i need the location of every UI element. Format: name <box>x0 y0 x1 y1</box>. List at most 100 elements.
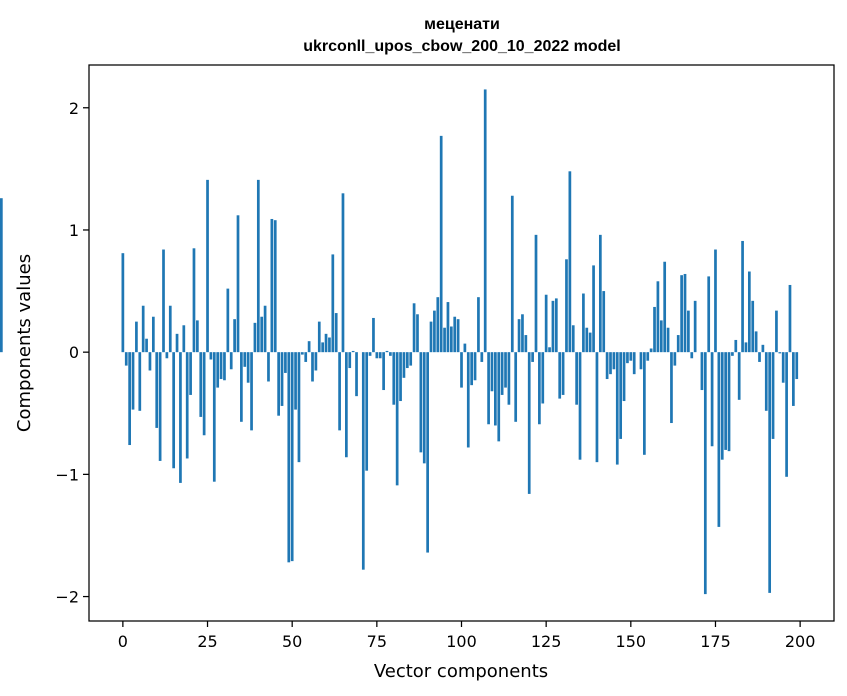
bar-component-72 <box>365 352 369 471</box>
bar-component-169 <box>693 300 697 353</box>
bar-component-14 <box>168 305 172 353</box>
x-tick-label: 200 <box>785 632 816 651</box>
bar-component-0 <box>121 253 125 353</box>
bar-component-175 <box>714 249 717 353</box>
bar-component-100 <box>460 352 463 388</box>
bar-component-47 <box>280 352 284 406</box>
bar-component-119 <box>524 335 528 353</box>
bar-component-97 <box>449 326 453 353</box>
bar-component-50 <box>290 352 294 562</box>
bar-component-60 <box>324 333 328 353</box>
bar-component-8 <box>148 352 152 371</box>
bar-component-5 <box>138 352 142 411</box>
bar-component-83 <box>402 352 406 378</box>
bar-component-10 <box>155 352 159 428</box>
bar-component-33 <box>233 319 236 353</box>
x-tick-label: 150 <box>616 632 647 651</box>
bar-component-62 <box>331 254 335 353</box>
bar-component-54 <box>304 352 308 362</box>
bar-component-105 <box>477 297 480 353</box>
bar-component-34 <box>236 215 240 353</box>
bar-component-168 <box>690 352 694 359</box>
bar-component-160 <box>663 261 667 353</box>
bar-component-42 <box>263 305 267 353</box>
bar-component-73 <box>368 352 372 356</box>
bar-component-125 <box>544 294 548 353</box>
bar-component-55 <box>307 341 311 353</box>
bar-component-192 <box>771 352 775 439</box>
bar-component-63 <box>334 313 338 353</box>
bar-component-57 <box>314 352 318 371</box>
bar-component-79 <box>389 352 392 356</box>
bar-component-92 <box>433 310 436 353</box>
bar-series <box>0 89 799 595</box>
y-tick-label: 0 <box>69 343 79 362</box>
bar-component-184 <box>744 342 748 353</box>
chart-title: меценати <box>424 16 500 33</box>
bar-component-24 <box>202 352 206 436</box>
bar-component-164 <box>676 335 680 353</box>
bar-component-93 <box>436 297 440 353</box>
bar-component-197 <box>788 284 792 353</box>
bar-component-127 <box>551 300 555 353</box>
bar-component-18 <box>182 325 186 353</box>
bar-component-25 <box>206 179 209 353</box>
bar-component-163 <box>673 352 677 366</box>
bar-component-195 <box>781 352 785 383</box>
bar-component-46 <box>277 352 280 416</box>
bar-component-111 <box>497 352 501 442</box>
plot-frame <box>88 64 835 622</box>
bar-component-112 <box>500 352 504 395</box>
bar-component-171 <box>700 352 704 391</box>
bar-component-68 <box>351 350 355 353</box>
bar-component-158 <box>656 281 660 353</box>
bar-component-90 <box>426 352 429 553</box>
y-axis-ticks: −2 −1 0 1 2 <box>55 99 89 607</box>
bar-component-130 <box>561 352 565 395</box>
bar-component-29 <box>219 352 223 380</box>
bar-component-101 <box>463 343 467 353</box>
bar-component-123 <box>538 352 541 425</box>
bar-component-199 <box>795 352 799 380</box>
bar-component-149 <box>626 352 629 364</box>
bar-component-3 <box>131 352 135 410</box>
bar-component-174 <box>710 352 714 447</box>
bar-component-96 <box>446 302 450 353</box>
bar-component-108 <box>487 352 490 425</box>
y-tick-label: 2 <box>69 99 79 118</box>
x-axis-ticks: 0 25 50 75 100 125 150 175 200 <box>118 621 816 651</box>
bar-component-69 <box>355 352 358 397</box>
x-tick-label: 100 <box>446 632 477 651</box>
bar-component-173 <box>707 276 711 353</box>
bar-component-103 <box>470 352 474 386</box>
bar-component-74 <box>372 317 375 353</box>
bar-component-58 <box>317 321 321 353</box>
bar-component-15 <box>172 352 176 469</box>
bar-component-37 <box>246 352 250 383</box>
bar-component-138 <box>588 332 592 353</box>
bar-component-12 <box>162 249 165 353</box>
bar-component-136 <box>582 293 585 353</box>
bar-component-76 <box>378 352 382 359</box>
bar-component-150 <box>629 352 633 361</box>
bar-component-53 <box>300 352 304 355</box>
bar-component-159 <box>659 320 663 353</box>
bar-component-84 <box>405 352 409 369</box>
bar-component-67 <box>348 352 352 369</box>
bar-component-22 <box>196 320 199 353</box>
bar-component-172 <box>703 352 707 595</box>
bar-component-114 <box>507 352 511 405</box>
bar-component-124 <box>541 352 545 404</box>
bar-component-109 <box>490 352 494 392</box>
bar-component-147 <box>619 352 623 439</box>
bar-component-78 <box>385 350 389 353</box>
bar-component-27 <box>212 352 216 482</box>
bar-component-193 <box>775 310 778 353</box>
bar-component-126 <box>548 347 551 353</box>
x-tick-label: 175 <box>700 632 731 651</box>
bar-component-129 <box>558 352 562 399</box>
bar-component-122 <box>534 234 538 353</box>
bar-component-85 <box>409 352 413 366</box>
bar-component-41 <box>260 316 264 353</box>
x-tick-label: 75 <box>367 632 387 651</box>
